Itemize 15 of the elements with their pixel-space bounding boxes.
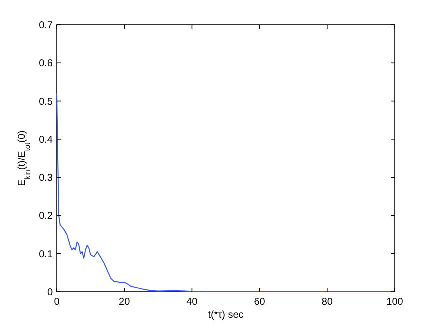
y-tick-label: 0.1 [39, 249, 54, 260]
x-tick-label: 0 [54, 297, 60, 308]
x-tick-label: 100 [386, 297, 404, 308]
x-tick-label: 60 [254, 297, 266, 308]
x-tick-label: 80 [322, 297, 334, 308]
y-tick-label: 0.6 [39, 58, 54, 70]
x-axis-title: t(*τ) sec [208, 310, 244, 321]
y-tick-label: 0.2 [39, 211, 54, 222]
y-tick-label: 0 [47, 288, 54, 298]
y-tick-label: 0.3 [39, 173, 54, 184]
x-tick-label: 20 [119, 297, 131, 308]
x-tick-label: 40 [186, 297, 198, 308]
y-tick-label: 0.5 [39, 96, 54, 108]
y-tick-label: 0.4 [39, 134, 54, 146]
y-tick-label: 0.7 [39, 20, 54, 32]
